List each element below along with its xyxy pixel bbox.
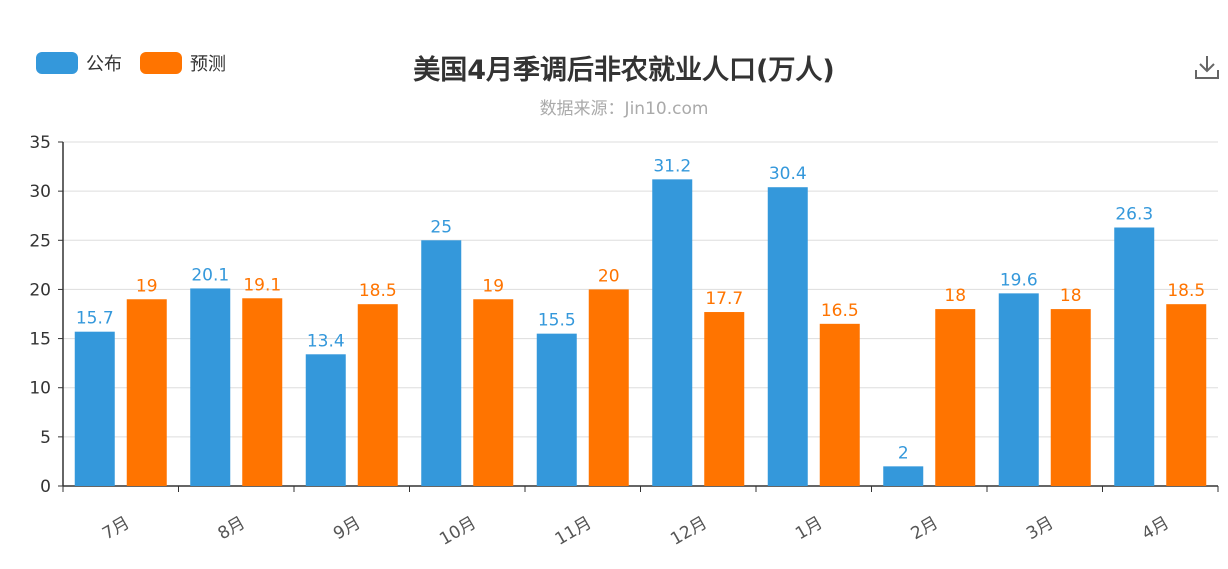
- x-tick-label: 7月: [99, 513, 133, 544]
- bar-published: [74, 331, 115, 486]
- x-tick-label: 1月: [792, 513, 826, 544]
- x-tick-label: 12月: [667, 513, 710, 550]
- data-label-forecast: 19: [136, 276, 158, 296]
- data-label-forecast: 18: [1060, 286, 1082, 306]
- chart-subtitle: 数据来源：Jin10.com: [539, 99, 709, 119]
- legend-item-published[interactable]: 公布: [36, 50, 122, 76]
- bar-published: [190, 288, 231, 486]
- chart-title: 美国4月季调后非农就业人口(万人): [413, 55, 835, 86]
- data-label-forecast: 16.5: [821, 301, 859, 321]
- data-label-published: 15.7: [76, 309, 114, 329]
- data-label-forecast: 20: [598, 266, 620, 286]
- x-tick-label: 4月: [1139, 513, 1173, 544]
- data-label-published: 13.4: [307, 331, 345, 351]
- data-label-published: 20.1: [191, 265, 229, 285]
- y-tick-label: 35: [29, 133, 51, 153]
- bar-forecast: [588, 289, 629, 486]
- legend-label-forecast: 预测: [190, 54, 226, 75]
- x-tick-label: 9月: [330, 513, 364, 544]
- data-label-published: 26.3: [1115, 205, 1153, 225]
- bar-forecast: [126, 299, 167, 486]
- data-label-published: 31.2: [653, 156, 691, 176]
- bar-forecast: [357, 304, 398, 486]
- legend-swatch-published: [36, 52, 78, 74]
- y-tick-label: 15: [29, 330, 51, 350]
- bar-forecast: [935, 309, 976, 486]
- bar-published: [767, 187, 808, 486]
- bar-published: [998, 293, 1039, 486]
- bar-published: [536, 333, 577, 486]
- legend-swatch-forecast: [140, 52, 182, 74]
- data-label-forecast: 18.5: [359, 281, 397, 301]
- bar-forecast: [242, 298, 283, 486]
- download-icon[interactable]: [1192, 52, 1222, 82]
- x-tick-label: 10月: [436, 513, 479, 550]
- y-tick-label: 10: [29, 379, 51, 399]
- legend-item-forecast[interactable]: 预测: [140, 50, 226, 76]
- y-tick-label: 30: [29, 182, 51, 202]
- data-label-published: 15.5: [538, 311, 576, 331]
- bar-published: [1114, 227, 1155, 486]
- bar-published: [883, 466, 924, 486]
- legend: 公布 预测: [36, 50, 244, 76]
- bar-forecast: [1166, 304, 1207, 486]
- x-tick-label: 8月: [215, 513, 249, 544]
- x-tick-label: 11月: [552, 513, 595, 550]
- data-label-forecast: 19.1: [243, 275, 281, 295]
- y-tick-label: 20: [29, 280, 51, 300]
- bar-published: [305, 354, 346, 486]
- y-tick-label: 0: [40, 477, 51, 497]
- data-label-forecast: 17.7: [705, 289, 743, 309]
- data-label-published: 30.4: [769, 164, 807, 184]
- bar-published: [421, 240, 462, 486]
- bar-published: [652, 179, 693, 486]
- x-tick-label: 3月: [1023, 513, 1057, 544]
- data-label-published: 25: [430, 217, 452, 237]
- data-label-forecast: 19: [482, 276, 504, 296]
- data-label-forecast: 18: [944, 286, 966, 306]
- y-tick-label: 25: [29, 231, 51, 251]
- bar-forecast: [704, 312, 745, 486]
- bar-forecast: [1050, 309, 1091, 486]
- x-tick-label: 2月: [908, 513, 942, 544]
- data-label-forecast: 18.5: [1167, 281, 1205, 301]
- bar-forecast: [819, 323, 860, 486]
- legend-label-published: 公布: [86, 54, 122, 75]
- data-label-published: 19.6: [1000, 270, 1038, 290]
- y-tick-label: 5: [40, 428, 51, 448]
- bar-forecast: [473, 299, 514, 486]
- data-label-published: 2: [898, 443, 909, 463]
